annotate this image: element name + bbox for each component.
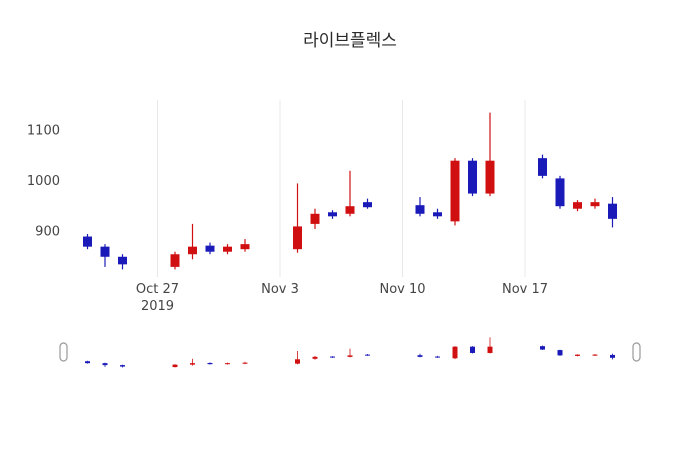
candle[interactable]: [100, 244, 110, 267]
x-tick-label: Nov 17: [502, 282, 548, 297]
candle[interactable]: [328, 210, 337, 219]
mini-candle: [435, 355, 440, 358]
y-tick-label: 900: [35, 224, 60, 239]
candle[interactable]: [170, 251, 180, 270]
candle[interactable]: [555, 175, 565, 209]
candle[interactable]: [310, 208, 320, 229]
candle[interactable]: [363, 198, 372, 209]
mini-candle: [365, 353, 370, 356]
candle[interactable]: [205, 242, 215, 255]
rangeslider-mini-chart: [85, 337, 615, 368]
candle[interactable]: [433, 208, 442, 219]
candle[interactable]: [293, 183, 302, 253]
mini-candle: [575, 354, 580, 357]
candle[interactable]: [538, 154, 547, 179]
gridlines: [157, 100, 526, 277]
mini-candle: [172, 364, 178, 368]
mini-candle: [452, 346, 458, 360]
candle[interactable]: [608, 197, 617, 228]
candle[interactable]: [485, 112, 495, 197]
mini-candle: [295, 351, 300, 365]
candle[interactable]: [240, 239, 250, 252]
x-tick-label: Nov 3: [261, 282, 299, 297]
y-tick-label: 1100: [27, 123, 60, 138]
mini-candle: [207, 362, 213, 365]
mini-candle: [242, 361, 248, 365]
mini-candle: [102, 362, 108, 368]
candle[interactable]: [223, 244, 232, 255]
mini-candle: [540, 345, 545, 351]
mini-candle: [190, 358, 195, 366]
x-tick-sublabel: 2019: [141, 299, 174, 314]
mini-candle: [85, 360, 90, 364]
rangeslider-handles: [59, 342, 641, 362]
candle[interactable]: [118, 254, 127, 270]
candle[interactable]: [83, 234, 92, 250]
x-axis-ticks: Oct 27 2019 Nov 3 Nov 10 Nov 17: [136, 282, 548, 314]
y-tick-label: 1000: [27, 174, 60, 189]
rangeslider-handle-right[interactable]: [632, 342, 641, 362]
mini-candle: [225, 362, 230, 365]
y-axis-ticks: 900 1000 1100: [27, 123, 60, 239]
x-tick-label: Nov 10: [379, 282, 425, 297]
rangeslider-handle-left[interactable]: [59, 342, 68, 362]
candle[interactable]: [590, 198, 600, 209]
mini-candle: [557, 349, 563, 356]
mini-candle: [487, 337, 493, 354]
mini-candle: [347, 348, 353, 358]
candle[interactable]: [188, 223, 197, 260]
mini-candle: [610, 353, 615, 360]
candle[interactable]: [450, 158, 460, 226]
x-tick-label: Oct 27: [136, 282, 179, 297]
mini-candle: [417, 353, 423, 358]
candle[interactable]: [573, 200, 582, 212]
candle[interactable]: [415, 197, 425, 217]
mini-candle: [330, 356, 335, 358]
mini-candle: [470, 346, 475, 354]
candle[interactable]: [345, 170, 355, 217]
mini-candle: [120, 364, 125, 368]
chart-title: 라이브플렉스: [303, 31, 397, 51]
candles-series: [83, 112, 617, 270]
mini-candle: [312, 355, 318, 360]
candle[interactable]: [468, 158, 477, 197]
mini-candle: [592, 353, 598, 356]
